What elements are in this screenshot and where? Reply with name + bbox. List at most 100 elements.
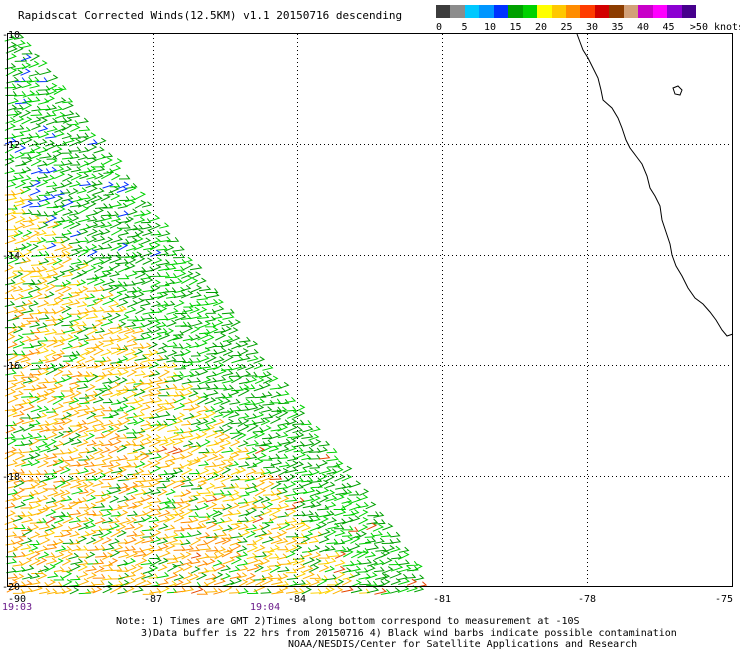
wind-barb — [71, 545, 82, 552]
wind-barb — [37, 98, 50, 105]
wind-barb — [126, 517, 138, 525]
lon-tick-label: -84 — [288, 594, 306, 605]
wind-barb — [142, 589, 155, 595]
wind-barb — [36, 395, 48, 403]
wind-barb — [76, 439, 89, 447]
wind-barb — [215, 384, 228, 390]
wind-barb — [29, 82, 41, 89]
wind-barb — [54, 263, 65, 271]
wind-barb — [172, 503, 183, 511]
wind-barb — [222, 418, 234, 427]
wind-barb — [118, 551, 130, 559]
wind-barb — [14, 524, 26, 530]
wind-barb — [286, 406, 297, 412]
wind-barb — [172, 438, 184, 446]
wind-barb — [21, 398, 32, 405]
wind-barb — [303, 565, 314, 573]
wind-barb — [71, 438, 83, 446]
wind-barb — [143, 501, 153, 509]
wind-barb — [133, 403, 144, 411]
wind-barb — [342, 465, 353, 474]
wind-barb — [61, 558, 72, 566]
wind-barb — [260, 425, 272, 433]
wind-barb — [204, 587, 218, 593]
wind-barb — [159, 503, 171, 511]
wind-barb — [95, 137, 107, 146]
wind-barb — [189, 377, 202, 383]
wind-barb — [47, 489, 59, 497]
wind-barb — [21, 49, 33, 55]
wind-barb — [54, 243, 67, 252]
wind-barb — [110, 461, 122, 469]
wind-barb — [277, 545, 289, 551]
wind-barb — [93, 468, 104, 476]
wind-barb — [5, 225, 18, 231]
wind-barb — [44, 230, 57, 237]
wind-barb — [270, 416, 282, 425]
wind-barb — [245, 524, 258, 531]
legend-swatch — [537, 5, 553, 18]
wind-barb — [14, 532, 27, 538]
wind-barb — [181, 306, 194, 313]
wind-barb — [236, 572, 248, 579]
wind-barb — [116, 286, 128, 294]
wind-barb — [206, 521, 218, 530]
wind-barb — [222, 556, 236, 565]
wind-barb — [126, 398, 139, 404]
wind-barb — [181, 451, 194, 460]
wind-barb — [286, 460, 299, 469]
wind-barb — [62, 504, 73, 510]
wind-barb — [150, 536, 162, 544]
wind-barb — [21, 335, 32, 343]
wind-barb — [85, 522, 96, 530]
wind-barb — [46, 579, 56, 587]
wind-barb — [39, 104, 52, 111]
wind-barb — [301, 479, 313, 487]
wind-barb — [181, 467, 193, 476]
wind-barb — [22, 136, 33, 145]
wind-barb — [5, 494, 17, 502]
wind-barb — [141, 356, 152, 363]
wind-barb — [253, 559, 264, 566]
wind-barb — [277, 502, 290, 510]
wind-barb — [22, 220, 35, 229]
wind-barb — [221, 516, 233, 524]
wind-barb — [308, 433, 320, 441]
wind-barb — [103, 467, 114, 475]
wind-barb — [341, 516, 354, 525]
wind-barb — [196, 431, 208, 440]
wind-barb — [71, 453, 83, 460]
wind-barb — [231, 494, 242, 502]
wind-barb — [166, 236, 180, 243]
wind-barb — [29, 551, 41, 560]
wind-barb — [221, 308, 235, 315]
wind-barb — [204, 424, 216, 432]
wind-barb — [157, 354, 170, 362]
wind-barb — [55, 97, 67, 104]
wind-barb — [207, 291, 220, 299]
wind-barb — [237, 387, 250, 397]
wind-barb — [181, 496, 194, 504]
wind-barb — [222, 503, 233, 511]
wind-barb — [62, 515, 74, 524]
wind-barb — [140, 273, 152, 280]
wind-barb — [36, 237, 47, 244]
wind-barb — [197, 332, 210, 341]
wind-barb — [69, 432, 82, 441]
wind-barb — [4, 405, 17, 412]
wind-barb — [29, 236, 42, 243]
wind-barb — [228, 523, 241, 532]
wind-barb — [237, 418, 250, 427]
wind-barb — [22, 573, 33, 580]
wind-barb — [148, 564, 159, 573]
wind-barb — [55, 329, 66, 335]
wind-barb — [214, 405, 225, 413]
wind-barb — [334, 508, 347, 517]
wind-barb — [268, 445, 280, 453]
wind-barb — [37, 572, 48, 580]
wind-barb — [12, 83, 23, 91]
wind-barb — [318, 467, 332, 475]
wind-barb — [398, 565, 412, 573]
wind-barb — [238, 412, 250, 419]
wind-barb — [206, 453, 219, 462]
